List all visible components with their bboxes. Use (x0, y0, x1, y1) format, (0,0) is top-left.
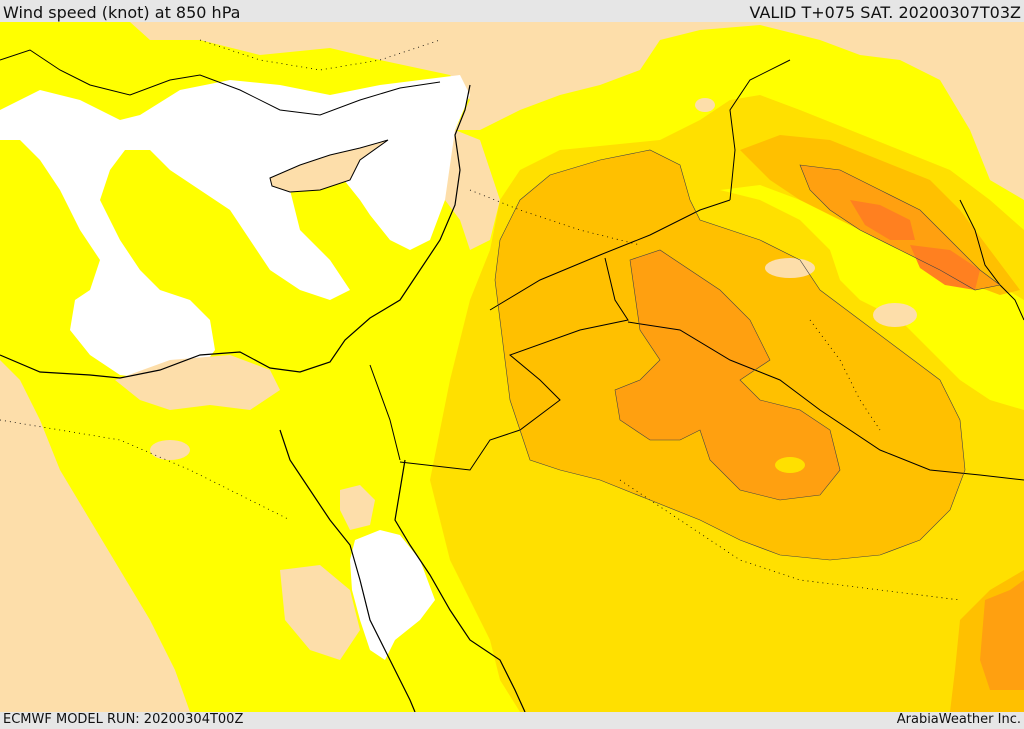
calm-land-nile-delta (115, 355, 280, 410)
valid-time: VALID T+075 SAT. 20200307T03Z (749, 3, 1021, 22)
coastline-red-sea-east (394, 459, 526, 712)
map-title: Wind speed (knot) at 850 hPa (3, 3, 241, 22)
calm-sea-red-sea (350, 530, 435, 660)
border-turkey-syria (729, 59, 791, 201)
contour-line (494, 149, 966, 561)
calm-blob (150, 440, 190, 460)
admin-boundary (809, 319, 881, 431)
calm-blob (775, 457, 805, 473)
coastline-red-sea-west (279, 429, 416, 712)
calm-blob (695, 98, 715, 112)
admin-boundary (619, 479, 961, 601)
cyprus-island (269, 139, 389, 193)
border-saudi-iraq (627, 321, 1024, 481)
calm-blob (765, 258, 815, 278)
wind-level-5-area-1 (850, 200, 915, 240)
wind-level-1-pocket-east (720, 185, 1024, 410)
wind-level-4-area-southeast (980, 580, 1024, 690)
wind-speed-map (0, 22, 1024, 712)
wind-level-4-area (615, 250, 840, 500)
admin-boundary (469, 189, 641, 246)
header-bar: Wind speed (knot) at 850 hPa VALID T+075… (0, 0, 1024, 22)
wind-level-5-area-2 (910, 245, 980, 290)
admin-boundary (199, 39, 441, 71)
map-svg (0, 22, 1024, 712)
calm-land-africa (0, 360, 190, 712)
calm-blob (873, 303, 917, 327)
footer-bar: ECMWF MODEL RUN: 20200304T00Z ArabiaWeat… (0, 712, 1024, 729)
border-jordan (399, 257, 629, 471)
contour-line (614, 249, 841, 501)
admin-boundary (0, 419, 291, 521)
calm-land-south-red-sea (280, 565, 360, 660)
calm-land-sinai (340, 485, 375, 530)
border-egypt-israel (369, 364, 401, 461)
credit: ArabiaWeather Inc. (896, 712, 1021, 727)
border-iraq-syria (489, 199, 731, 311)
contour-line (799, 164, 1001, 291)
model-run: ECMWF MODEL RUN: 20200304T00Z (3, 712, 244, 727)
coastline-gulf (959, 199, 1024, 321)
coastline-black-sea (0, 49, 441, 116)
calm-land-north (0, 22, 1024, 200)
coastline-mediterranean (0, 84, 471, 379)
